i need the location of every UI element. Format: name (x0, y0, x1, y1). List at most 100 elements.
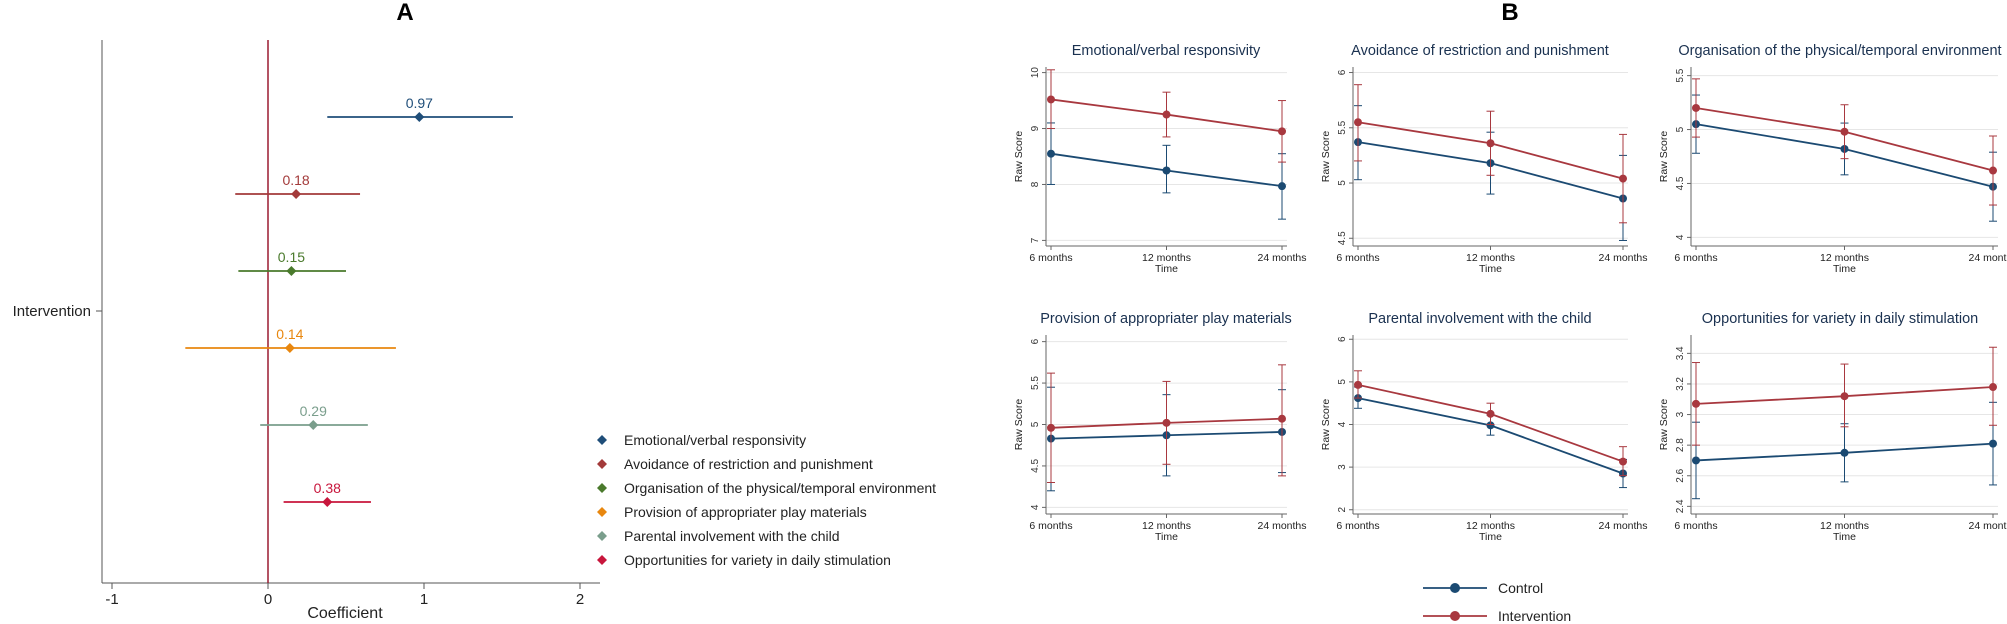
forest-point-emotional: 0.97 (327, 95, 513, 122)
series-point (1840, 127, 1849, 136)
forest-xticks: -1 0 1 2 (105, 40, 584, 608)
legend-marker (597, 459, 607, 469)
legend-marker (597, 435, 607, 445)
forest-value-label: 0.97 (406, 95, 433, 111)
subplot-ytick-label: 5 (1030, 421, 1041, 427)
subplot-xtick-label: 24 months (1968, 520, 2007, 532)
subplot-title: Emotional/verbal responsivity (1072, 43, 1261, 59)
subplot-xtick-label: 6 months (1674, 520, 1717, 532)
subplot-3: Organisation of the physical/temporal en… (1658, 43, 2007, 275)
subplot-ytick-label: 10 (1030, 67, 1041, 79)
series-intervention (1354, 370, 1627, 477)
subplot-title: Avoidance of restriction and punishment (1351, 43, 1609, 59)
forest-legend-item-parental: Parental involvement with the child (597, 528, 840, 544)
subplot-ytick-label: 9 (1030, 125, 1041, 131)
subplot-xtick-label: 6 months (1674, 252, 1717, 264)
forest-xtick-label: 2 (576, 591, 584, 608)
series-point (1162, 166, 1171, 175)
forest-point-parental: 0.29 (260, 403, 368, 430)
legend-label: Avoidance of restriction and punishment (624, 456, 873, 472)
subplot-xtick-label: 24 months (1257, 520, 1306, 532)
forest-point-marker (284, 343, 295, 353)
subplot-ytick-label: 3 (1337, 464, 1348, 470)
series-point (1162, 418, 1171, 427)
legend-label: Opportunities for variety in daily stimu… (624, 552, 891, 568)
subplot-ytick-label: 3.4 (1675, 346, 1686, 360)
forest-legend-item-opportunities: Opportunities for variety in daily stimu… (597, 552, 891, 568)
forest-value-label: 0.18 (282, 172, 309, 188)
legend-marker (597, 531, 607, 541)
subplot-ytick-label: 6 (1030, 338, 1041, 344)
forest-legend: Emotional/verbal responsivity Avoidance o… (597, 432, 936, 568)
subplot-x-label: Time (1479, 531, 1502, 543)
subplot-xtick-label: 24 months (1968, 252, 2007, 264)
control-intervention-legend: Control Intervention (1423, 580, 1571, 624)
subplot-y-label: Raw Score (1658, 131, 1670, 183)
subplot-ytick-label: 2.8 (1675, 438, 1686, 452)
forest-x-axis-label: Coefficient (307, 605, 383, 622)
forest-point-marker (322, 497, 333, 507)
line-panels: B Emotional/verbal responsivity 7 8 9 10 Raw … (1013, 0, 2007, 624)
subplot-ytick-label: 2 (1337, 507, 1348, 513)
series-point (1840, 448, 1849, 457)
forest-value-label: 0.38 (314, 480, 341, 496)
subplot-xtick-label: 6 months (1029, 520, 1072, 532)
legend-marker (1450, 611, 1460, 621)
series-point (1354, 118, 1362, 127)
series-point (1619, 457, 1627, 466)
forest-xtick-label: 1 (420, 591, 428, 608)
forest-value-label: 0.29 (300, 403, 327, 419)
series-point (1989, 439, 1997, 448)
subplot-y-label: Raw Score (1320, 131, 1332, 183)
series-point (1619, 174, 1627, 183)
subplot-ytick-label: 4.5 (1675, 176, 1686, 190)
forest-ytick-label: Intervention (13, 303, 91, 320)
legend-marker (597, 507, 607, 517)
forest-xtick-label: -1 (105, 591, 118, 608)
subplot-ytick-label: 6 (1337, 336, 1348, 342)
subplot-ytick-label: 4 (1030, 504, 1041, 510)
series-point (1989, 166, 1997, 175)
subplot-ytick-label: 3 (1675, 411, 1686, 417)
subplot-ytick-label: 2.4 (1675, 499, 1686, 513)
series-point (1278, 414, 1286, 423)
subplot-5: Parental involvement with the child 2 3 4 5 6… (1320, 311, 1648, 543)
subplot-ytick-label: 5 (1337, 379, 1348, 385)
forest-xtick-label: 0 (264, 591, 272, 608)
subplot-ytick-label: 5.5 (1337, 120, 1348, 134)
legend-label: Parental involvement with the child (624, 528, 840, 544)
subplot-x-label: Time (1155, 263, 1178, 275)
subplot-ytick-label: 4 (1337, 421, 1348, 427)
series-point (1486, 421, 1495, 430)
legend-label: Organisation of the physical/temporal en… (624, 480, 936, 496)
subplot-xtick-label: 24 months (1257, 252, 1306, 264)
forest-point-marker (308, 420, 319, 430)
legend-item-intervention: Intervention (1423, 608, 1571, 624)
subplot-y-label: Raw Score (1013, 131, 1025, 183)
series-intervention (1692, 78, 1997, 206)
subplot-xtick-label: 24 months (1598, 252, 1647, 264)
subplot-x-label: Time (1833, 531, 1856, 543)
series-control (1047, 122, 1286, 220)
legend-label: Intervention (1498, 608, 1571, 624)
forest-point-marker (291, 189, 302, 199)
series-point (1840, 392, 1849, 401)
forest-point-opportunities: 0.38 (283, 480, 371, 507)
subplot-x-label: Time (1479, 263, 1502, 275)
forest-plot: A Intervention Coefficient -1 0 1 2 0.97 0.1… (13, 0, 937, 622)
subplot-y-label: Raw Score (1013, 399, 1025, 451)
subplot-4: Provision of appropriater play materials… (1013, 311, 1307, 543)
subplot-xtick-label: 12 months (1820, 252, 1869, 264)
panel-b-label: B (1501, 0, 1518, 26)
subplot-ytick-label: 2.6 (1675, 468, 1686, 482)
subplot-ytick-label: 4.5 (1337, 231, 1348, 245)
subplot-grid: Emotional/verbal responsivity 7 8 9 10 Raw Sc… (1013, 43, 2007, 543)
series-point (1278, 127, 1286, 136)
series-point (1989, 383, 1997, 392)
legend-item-control: Control (1423, 580, 1543, 596)
legend-label: Provision of appropriater play materials (624, 504, 867, 520)
forest-point-organisation: 0.15 (238, 249, 346, 276)
series-point (1162, 110, 1171, 119)
subplot-xtick-label: 24 months (1598, 520, 1647, 532)
